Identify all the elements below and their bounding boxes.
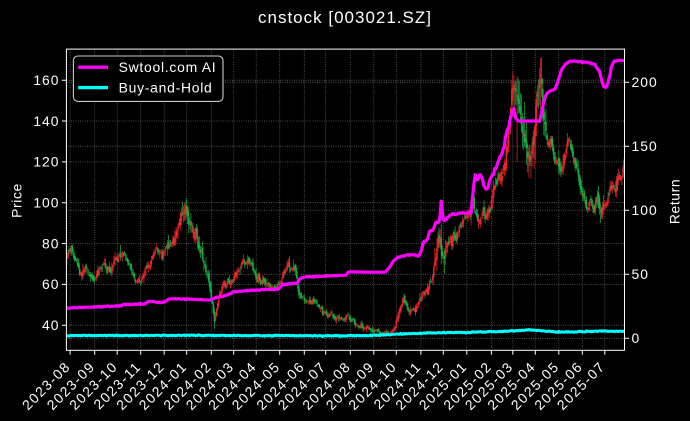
svg-text:Swtool.com AI: Swtool.com AI [119, 59, 217, 75]
svg-text:140: 140 [33, 113, 59, 129]
svg-text:100: 100 [33, 195, 59, 211]
svg-text:Price: Price [9, 183, 25, 218]
svg-text:60: 60 [42, 276, 59, 292]
svg-text:80: 80 [42, 235, 59, 251]
svg-text:120: 120 [33, 154, 59, 170]
svg-text:50: 50 [632, 266, 649, 282]
svg-text:cnstock [003021.SZ]: cnstock [003021.SZ] [258, 8, 432, 27]
svg-text:40: 40 [42, 317, 59, 333]
svg-text:Return: Return [667, 179, 683, 224]
svg-text:Buy-and-Hold: Buy-and-Hold [119, 79, 213, 95]
svg-text:200: 200 [632, 74, 658, 90]
svg-text:150: 150 [632, 138, 658, 154]
svg-text:0: 0 [632, 330, 641, 346]
svg-text:160: 160 [33, 72, 59, 88]
svg-text:100: 100 [632, 202, 658, 218]
